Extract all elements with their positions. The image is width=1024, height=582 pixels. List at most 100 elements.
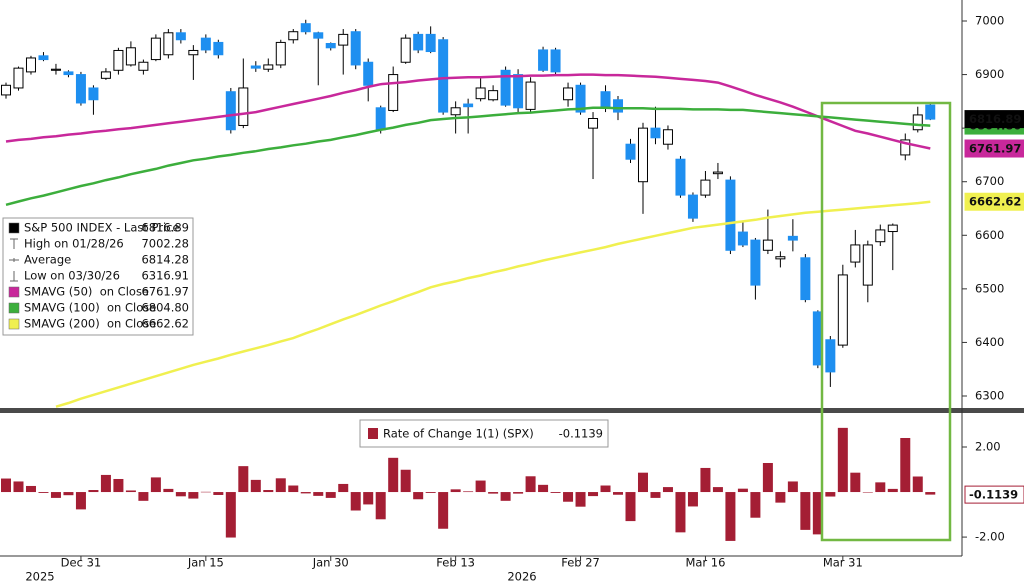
candle-body [725,179,736,251]
bar [737,488,748,493]
legend-swatch [8,286,20,298]
bar [88,490,99,493]
bar [213,492,224,495]
ma50-last-box [964,139,1024,158]
candle-body [563,87,574,101]
candle-body [912,114,923,131]
bar [250,479,261,493]
legend-box [2,217,194,336]
candle-body [637,127,648,183]
legend-value: 6316.91 [141,269,189,283]
candle-body [113,49,124,71]
candle-body [400,37,411,63]
candle-body [188,49,199,56]
bar [900,437,911,493]
candle-body [588,118,599,129]
legend-value: 6814.28 [141,253,189,267]
bar [175,492,186,497]
bar [150,477,161,493]
legend-swatch [8,222,20,234]
bar [50,492,61,498]
y-tick-label: 2.00 [975,440,1001,454]
roc-last-text: -0.1139 [969,488,1018,502]
bar [475,480,486,493]
legend-label: Rate of Change 1(1) (SPX) [383,427,534,441]
legend-label: High on 01/28/26 [24,237,124,251]
legend-label: S&P 500 INDEX - Last Price [24,221,180,235]
highlight-box [820,101,952,542]
legend-label: Average [24,253,71,267]
bar [425,492,436,493]
bar [750,492,761,518]
roc-last-box [964,485,1024,504]
bar [300,492,311,494]
bar [862,492,873,493]
candle-body [887,224,898,233]
legend-value: 6662.62 [141,317,189,331]
candle-body [438,39,449,113]
candle-body [300,23,311,33]
bar [563,492,574,502]
roc-legend-box [359,419,609,448]
candle-body [488,90,499,101]
bar [225,492,236,538]
x-tick-label: Dec 31 [61,556,102,570]
bar [113,478,124,493]
bar [613,492,624,495]
candle-body [463,103,474,108]
bar [100,474,111,493]
candle-body [150,37,161,61]
candle-body [25,57,36,73]
candle-body [325,43,336,49]
bar [625,492,636,522]
x-tick-label: Jan 15 [187,556,224,570]
bar [800,492,811,530]
candle-body [250,65,261,69]
candle-body [338,33,349,46]
candle-body [862,244,873,286]
bar [887,488,898,493]
candle-body [550,49,561,73]
candle-body [313,32,324,39]
bar [275,478,286,493]
candle-body [650,127,661,139]
legend-swatch [368,428,378,439]
legend-swatch [8,318,20,330]
legend-label: SMAVG (100) on Close [24,301,156,315]
candle-body [875,229,886,243]
ma200-last-box [964,192,1024,211]
legend-glyph [10,271,18,282]
bar [313,492,324,496]
bar [288,485,299,493]
legend-value: 6761.97 [141,285,189,299]
bar [188,492,199,499]
bar [163,488,174,493]
bar [438,492,449,529]
bar [350,492,361,511]
candle-body [238,87,249,126]
bar [912,476,923,493]
roc-panel [1,427,936,541]
bar [388,457,399,493]
candle-body [538,49,549,71]
bar [200,491,211,493]
candle-body [662,129,673,145]
bar [500,492,511,501]
panel-separator [0,408,1024,413]
price-last-text: 6816.89 [969,112,1021,126]
legend-label: SMAVG (200) on Close [24,317,156,331]
candle-body [800,257,811,301]
ma50-last-text: 6761.97 [969,142,1021,156]
bar [400,469,411,493]
bar [662,487,673,493]
legend-value: 7002.28 [141,237,189,251]
candle-body [775,256,786,260]
candle-body [350,31,361,66]
y-tick-label: -2.00 [975,530,1005,544]
bar [925,492,936,495]
bar [600,485,611,493]
bar [488,492,499,494]
bar [650,492,661,498]
candle-body [850,244,861,263]
y-tick-label: 6600 [975,228,1004,242]
